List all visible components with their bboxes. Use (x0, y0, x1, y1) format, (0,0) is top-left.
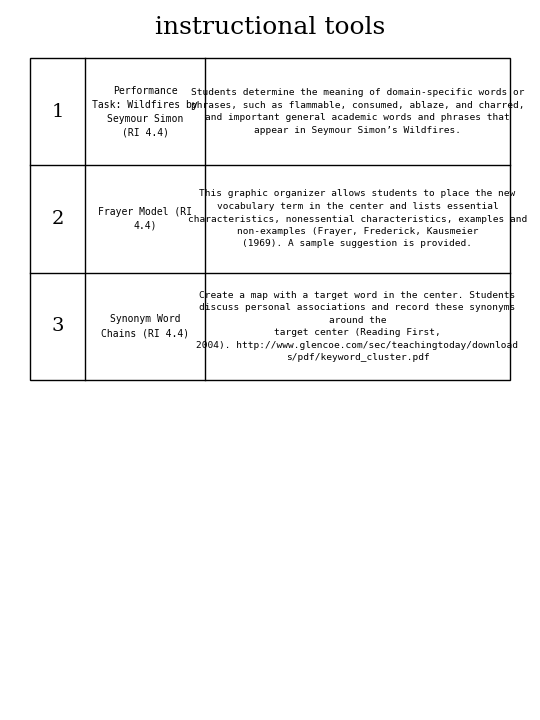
Bar (30, 58, 510, 380)
Text: This graphic organizer allows students to place the new
vocabulary term in the c: This graphic organizer allows students t… (188, 189, 527, 248)
Text: instructional tools: instructional tools (155, 17, 385, 40)
Text: Create a map with a target word in the center. Students
discuss personal associa: Create a map with a target word in the c… (197, 291, 518, 362)
Text: Students determine the meaning of domain-specific words or
phrases, such as flam: Students determine the meaning of domain… (191, 89, 524, 135)
Text: 3: 3 (51, 318, 64, 336)
Text: 2: 2 (51, 210, 64, 228)
Text: 1: 1 (51, 103, 64, 121)
Text: Synonym Word
Chains (RI 4.4): Synonym Word Chains (RI 4.4) (101, 315, 189, 338)
Text: Performance
Task: Wildfires by
Seymour Simon
(RI 4.4): Performance Task: Wildfires by Seymour S… (92, 86, 198, 138)
Text: Frayer Model (RI
4.4): Frayer Model (RI 4.4) (98, 207, 192, 231)
